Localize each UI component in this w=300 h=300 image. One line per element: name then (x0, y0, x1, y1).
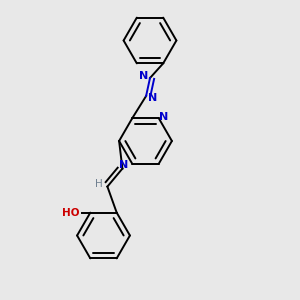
Text: H: H (95, 178, 103, 189)
Text: N: N (139, 70, 148, 81)
Text: N: N (148, 93, 157, 103)
Text: N: N (119, 160, 128, 170)
Text: N: N (160, 112, 169, 122)
Text: HO: HO (62, 208, 80, 218)
